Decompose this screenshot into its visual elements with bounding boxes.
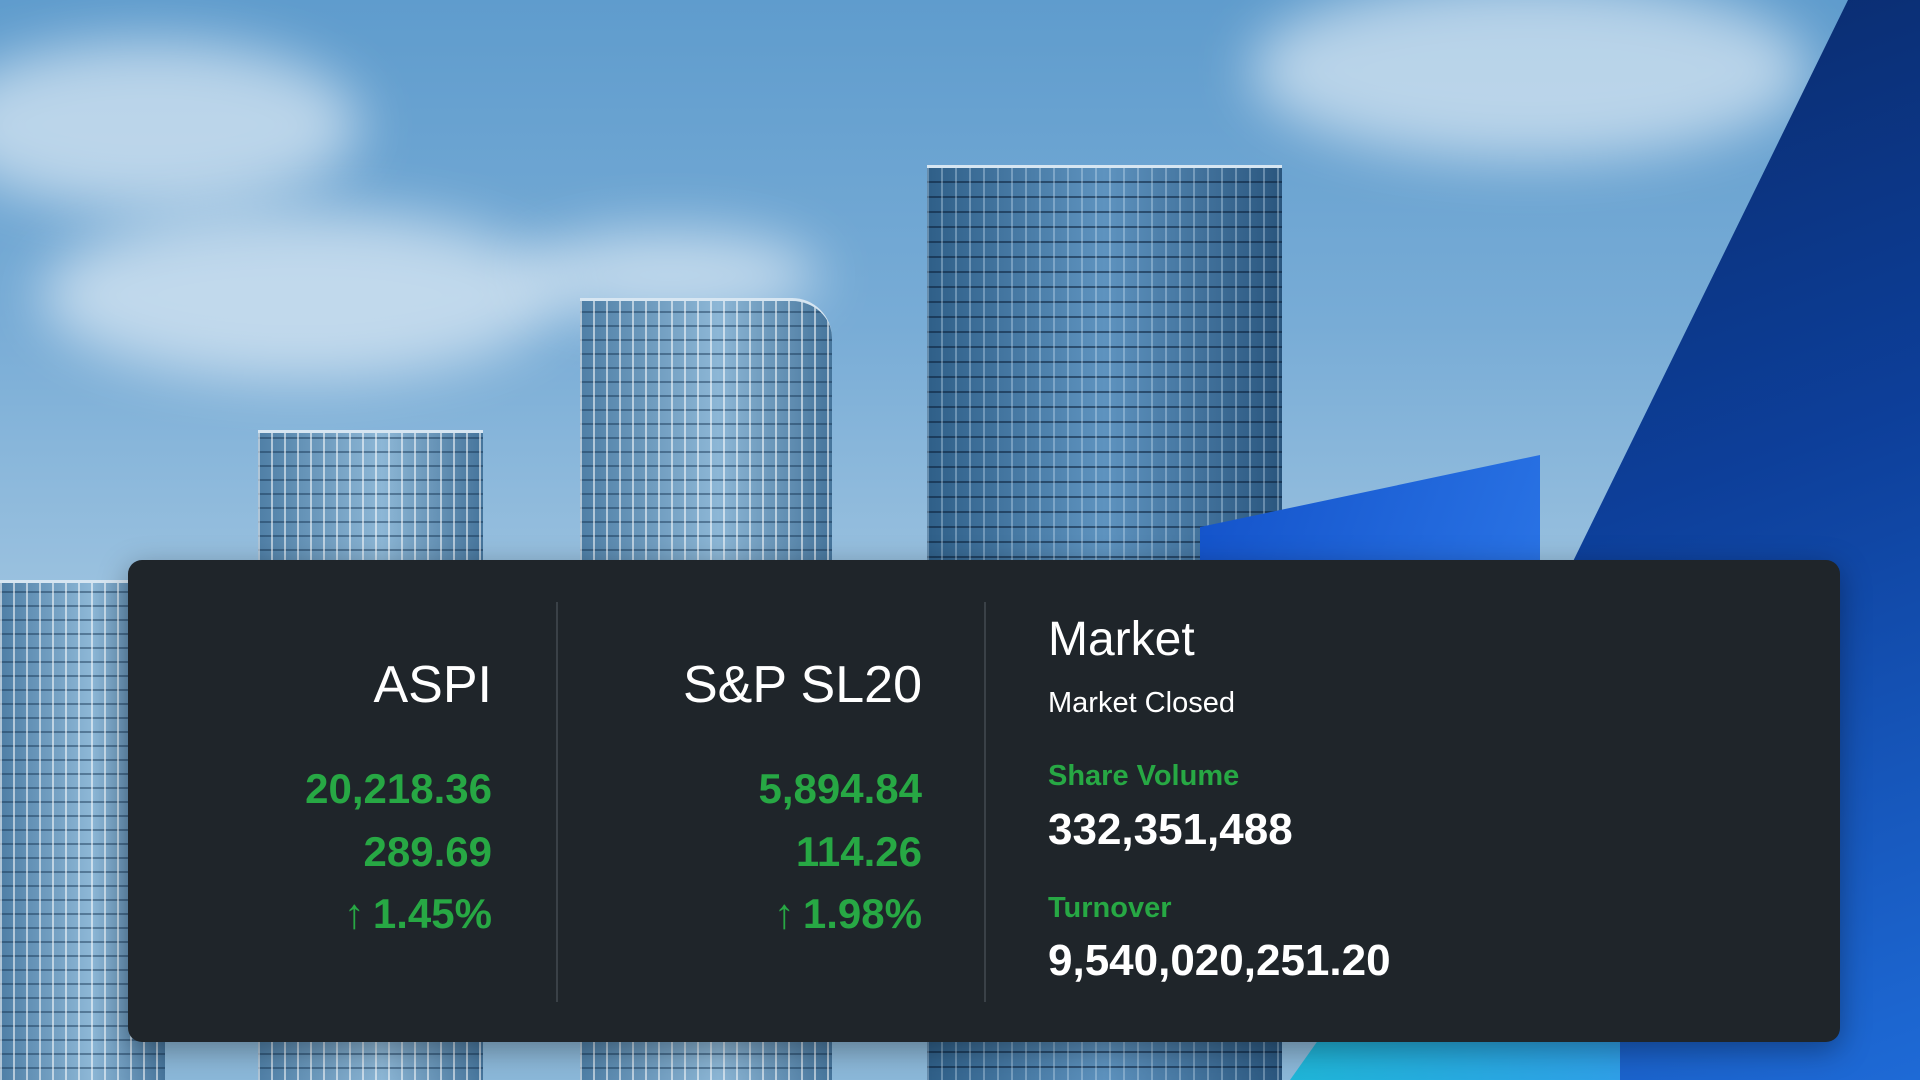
market-status: Market Closed <box>1048 687 1235 719</box>
index-value: 20,218.36 <box>305 765 492 812</box>
index-percent-value: 1.98% <box>802 890 922 937</box>
up-arrow-icon: ↑ <box>343 890 365 937</box>
index-percent-value: 1.45% <box>372 890 492 937</box>
index-change: 114.26 <box>795 828 922 875</box>
index-name: ASPI <box>373 656 493 714</box>
share-volume-label: Share Volume <box>1048 760 1240 792</box>
index-percent: ↑ 1.45% <box>344 890 492 938</box>
index-percent: ↑ 1.98% <box>774 890 922 938</box>
divider <box>556 602 558 1002</box>
cloud <box>1250 0 1810 160</box>
index-change: 289.69 <box>363 828 492 875</box>
index-sp-sl20: S&P SL20 5,894.84 114.26 ↑ 1.98% <box>558 560 922 1042</box>
index-name: S&P SL20 <box>682 656 922 714</box>
market-stats: Market Market Closed Share Volume 332,35… <box>1048 560 1808 1042</box>
market-title: Market <box>1048 613 1195 666</box>
turnover-value: 9,540,020,251.20 <box>1048 936 1391 985</box>
cloud <box>0 40 360 210</box>
market-summary-panel: ASPI 20,218.36 289.69 ↑ 1.45% S&P SL20 5,… <box>128 560 1840 1042</box>
turnover-label: Turnover <box>1048 892 1172 924</box>
divider <box>984 602 986 1002</box>
cloud <box>40 210 560 380</box>
share-volume-value: 332,351,488 <box>1048 805 1293 854</box>
up-arrow-icon: ↑ <box>773 890 795 937</box>
index-value: 5,894.84 <box>758 765 923 812</box>
index-aspi: ASPI 20,218.36 289.69 ↑ 1.45% <box>128 560 492 1042</box>
